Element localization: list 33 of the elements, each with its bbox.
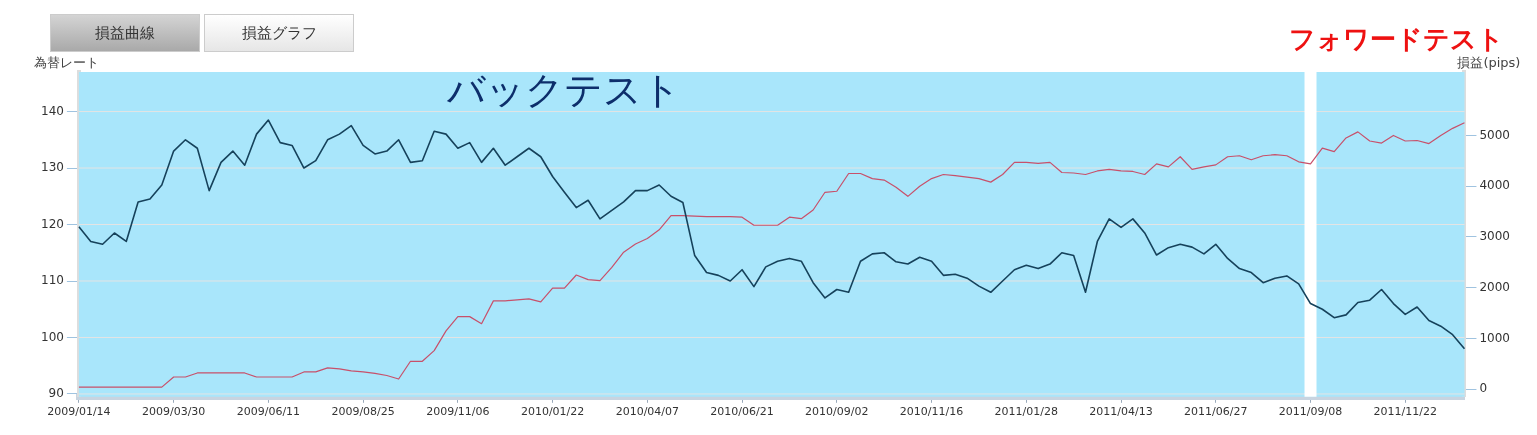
y2-tick-label: 4000 (1479, 178, 1511, 193)
y-tick-label: 90 (48, 386, 64, 401)
y-axis-title: 為替レート (33, 54, 99, 70)
text: フォワードテスト (1289, 23, 1505, 54)
x-tick-label: 2009/11/06 (426, 405, 490, 419)
x-tick-label: 2010/09/02 (805, 405, 869, 419)
x-tick-label: 2009/01/14 (47, 405, 111, 419)
y2-tick-label: 0 (1479, 381, 1488, 396)
x-tick-label: 2009/08/25 (331, 405, 395, 419)
y2-axis-title: 損益(pips) (1457, 54, 1521, 70)
text: 損益グラフ (204, 14, 354, 52)
y2-tick-label: 5000 (1479, 127, 1511, 142)
x-tick-label: 2010/11/16 (899, 405, 964, 419)
y-tick-label: 110 (41, 273, 64, 288)
y2-tick-label: 3000 (1479, 229, 1511, 244)
y-tick-label: 140 (41, 103, 64, 118)
x-tick-label: 2011/09/08 (1278, 405, 1343, 419)
x-tick-label: 2009/03/30 (141, 405, 206, 419)
y2-tick-label: 2000 (1479, 279, 1511, 294)
x-tick-label: 2011/04/13 (1089, 405, 1153, 419)
x-tick-label: 2010/01/22 (520, 405, 585, 419)
x-tick-label: 2010/04/07 (615, 405, 680, 419)
y2-tick-label: 1000 (1479, 330, 1511, 345)
text: 損益曲線 (50, 14, 200, 52)
y-tick-label: 100 (41, 329, 64, 344)
x-tick-label: 2011/11/22 (1373, 405, 1437, 419)
x-tick-label: 2011/06/27 (1184, 405, 1248, 419)
x-tick-label: 2009/06/11 (236, 405, 301, 419)
y-tick-label: 130 (41, 160, 64, 175)
annotation: バックテスト (445, 67, 681, 112)
x-tick-label: 2010/06/21 (710, 405, 774, 419)
y-tick-label: 120 (41, 216, 64, 231)
x-tick-label: 2011/01/28 (994, 405, 1058, 419)
